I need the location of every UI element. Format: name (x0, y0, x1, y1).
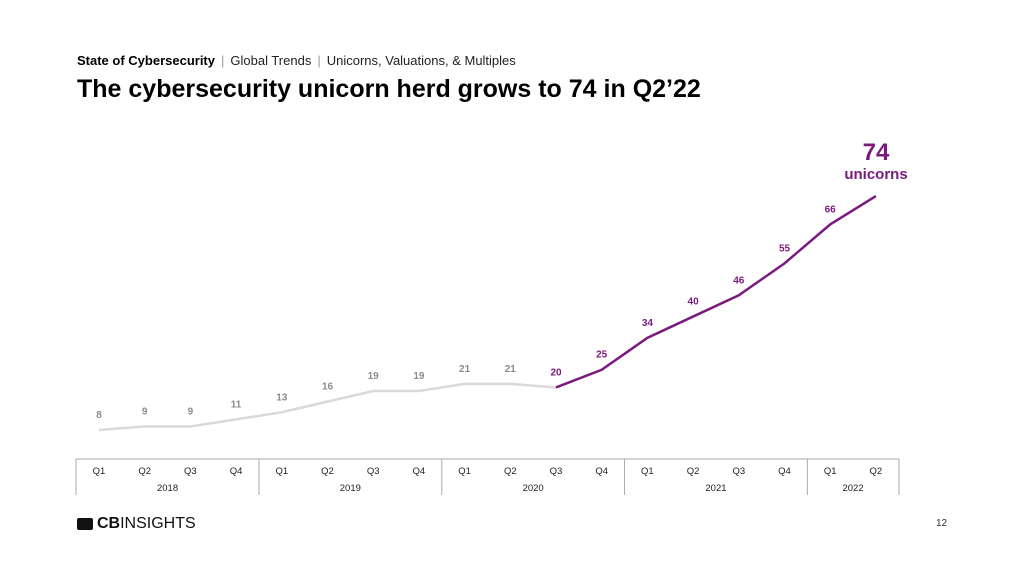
x-tick-quarter: Q1 (93, 466, 106, 477)
data-label: 34 (642, 318, 654, 329)
breadcrumb: State of Cybersecurity | Global Trends | Uni… (77, 53, 516, 68)
x-tick-year: 2018 (157, 483, 178, 494)
x-tick-year: 2019 (340, 483, 361, 494)
data-label: 66 (825, 204, 837, 215)
x-tick-quarter: Q2 (504, 466, 517, 477)
data-label: 40 (688, 297, 700, 308)
data-label: 20 (550, 367, 562, 378)
x-tick-quarter: Q2 (687, 466, 700, 477)
data-label: 55 (779, 243, 791, 254)
data-label: 21 (459, 364, 471, 375)
x-tick-quarter: Q2 (138, 466, 151, 477)
logo-rest: INSIGHTS (120, 515, 196, 532)
data-label: 11 (231, 399, 242, 410)
callout-label: unicorns (844, 166, 907, 183)
data-label: 13 (276, 392, 288, 403)
x-tick-quarter: Q1 (824, 466, 837, 477)
x-tick-quarter: Q3 (184, 466, 197, 477)
x-tick-quarter: Q3 (550, 466, 563, 477)
x-tick-quarter: Q3 (367, 466, 380, 477)
x-tick-quarter: Q4 (595, 466, 608, 477)
x-tick-quarter: Q4 (413, 466, 426, 477)
x-tick-quarter: Q2 (870, 466, 883, 477)
x-tick-quarter: Q1 (275, 466, 288, 477)
x-tick-quarter: Q1 (458, 466, 471, 477)
x-tick-quarter: Q3 (732, 466, 745, 477)
page-title: The cybersecurity unicorn herd grows to … (77, 75, 701, 103)
data-label: 19 (413, 371, 425, 382)
breadcrumb-topic: Unicorns, Valuations, & Multiples (326, 53, 516, 68)
series-line-muted (98, 382, 557, 432)
page-number: 12 (936, 518, 948, 529)
data-label: 16 (322, 382, 334, 393)
cb-insights-logo: CB INSIGHTS (77, 515, 196, 533)
x-tick-year: 2020 (523, 483, 544, 494)
x-tick-year: 2022 (842, 483, 863, 494)
x-tick-quarter: Q1 (641, 466, 654, 477)
series-line-highlight (555, 194, 877, 389)
breadcrumb-subsection: Global Trends (230, 53, 312, 68)
data-label: 9 (142, 406, 148, 417)
x-tick-year: 2021 (705, 483, 726, 494)
x-tick-quarter: Q4 (230, 466, 243, 477)
data-label: 25 (596, 350, 608, 361)
x-tick-quarter: Q4 (778, 466, 791, 477)
data-label: 46 (733, 275, 745, 286)
data-label: 19 (368, 371, 380, 382)
data-label: 9 (188, 406, 194, 417)
data-label: 21 (505, 364, 517, 375)
data-label: 8 (96, 410, 102, 421)
logo-bold: CB (97, 515, 121, 532)
x-tick-quarter: Q2 (321, 466, 334, 477)
callout-value: 74 (863, 139, 890, 166)
breadcrumb-section: State of Cybersecurity (77, 53, 215, 68)
logo-icon (77, 518, 93, 530)
